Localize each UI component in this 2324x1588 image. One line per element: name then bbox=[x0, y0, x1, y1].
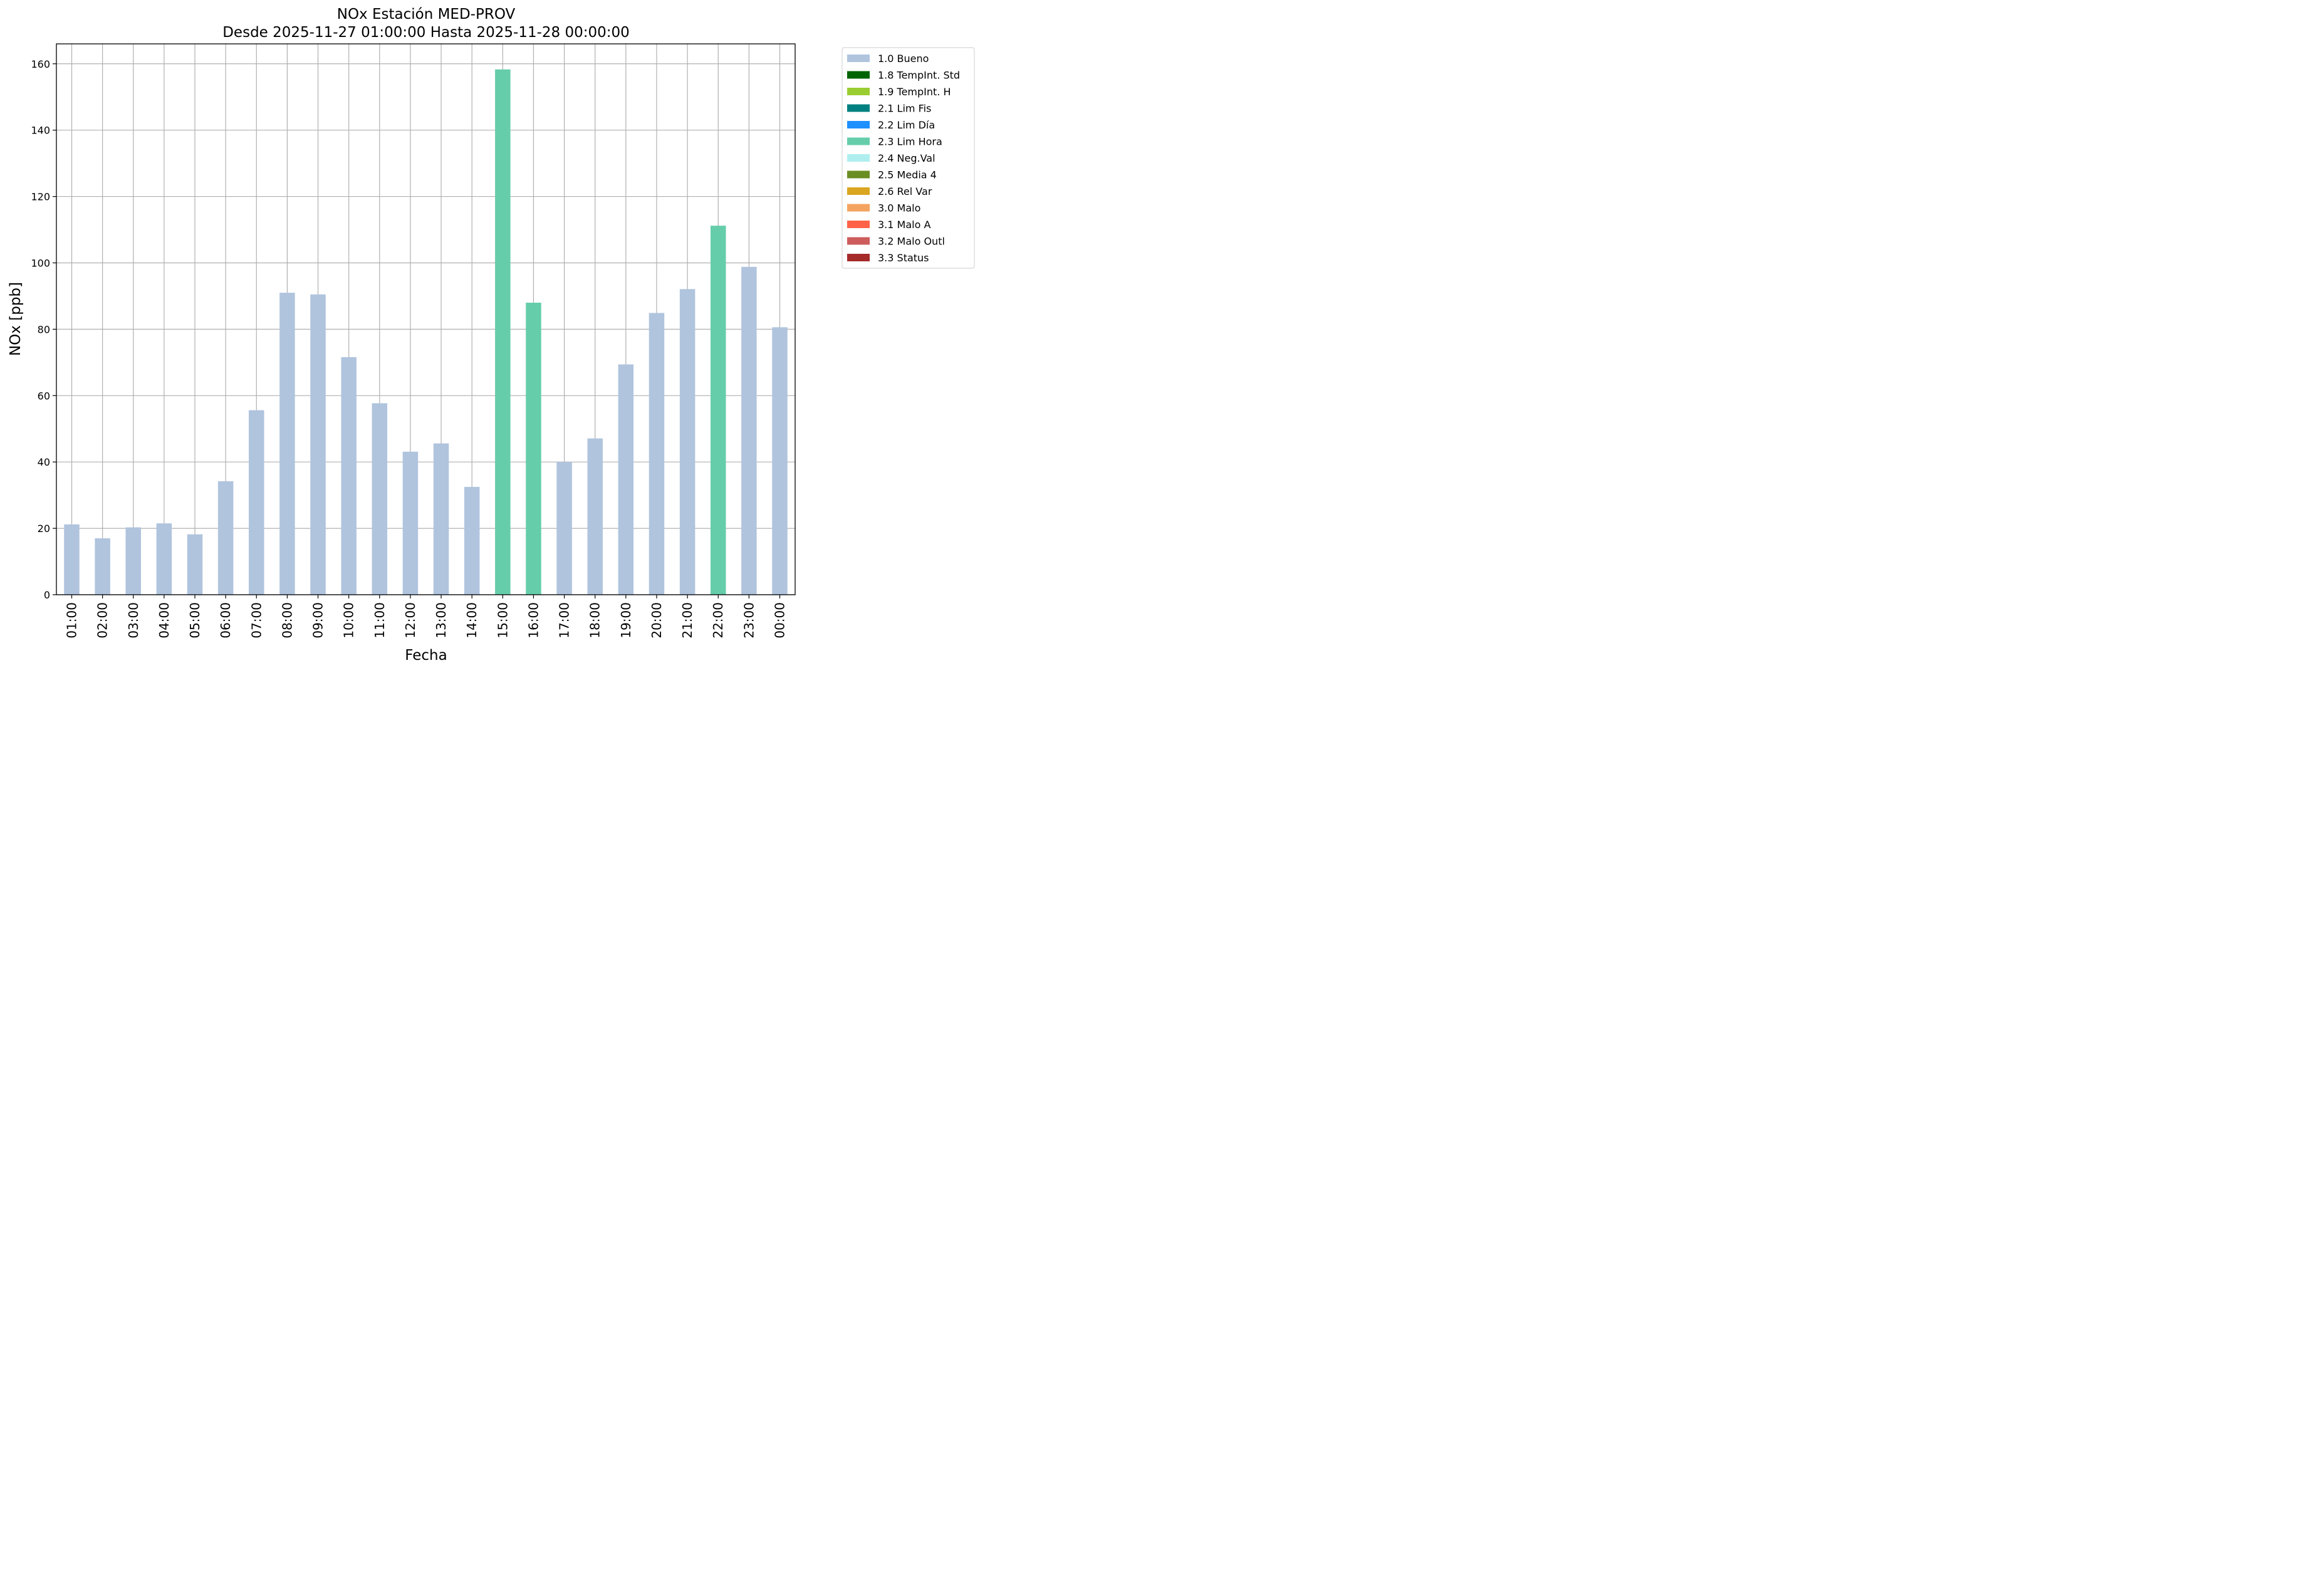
bar-0700 bbox=[249, 410, 264, 595]
y-tick-label: 20 bbox=[38, 523, 50, 535]
legend-label: 3.1 Malo A bbox=[878, 219, 930, 231]
bar-0800 bbox=[279, 293, 295, 595]
bar-2200 bbox=[710, 226, 726, 595]
legend-swatch bbox=[847, 71, 870, 79]
x-tick-label: 10:00 bbox=[341, 602, 357, 639]
bar-1800 bbox=[587, 438, 603, 595]
legend-swatch bbox=[847, 137, 870, 145]
bar-0000 bbox=[772, 327, 788, 595]
x-tick-label: 00:00 bbox=[773, 602, 788, 639]
bar-1700 bbox=[556, 462, 572, 595]
x-tick-label: 12:00 bbox=[403, 602, 418, 639]
y-axis-label: NOx [ppb] bbox=[8, 282, 24, 356]
x-tick-label: 09:00 bbox=[311, 602, 326, 639]
x-tick-label: 18:00 bbox=[588, 602, 603, 639]
x-tick-label: 02:00 bbox=[95, 602, 110, 639]
x-tick-label: 04:00 bbox=[157, 602, 172, 639]
legend-label: 3.0 Malo bbox=[878, 202, 920, 214]
bar-2100 bbox=[679, 289, 696, 595]
bar-0300 bbox=[125, 527, 142, 595]
x-tick-label: 21:00 bbox=[680, 602, 695, 639]
chart-subtitle: Desde 2025-11-27 01:00:00 Hasta 2025-11-… bbox=[222, 24, 630, 41]
legend-label: 1.0 Bueno bbox=[878, 53, 929, 65]
legend-swatch bbox=[847, 121, 870, 128]
legend-label: 3.2 Malo Outl bbox=[878, 236, 945, 248]
chart-title: NOx Estación MED-PROV bbox=[337, 6, 516, 23]
y-tick-label: 160 bbox=[31, 58, 50, 70]
plot-frame bbox=[56, 43, 796, 595]
x-tick-label: 14:00 bbox=[464, 602, 479, 639]
legend-label: 2.2 Lim Día bbox=[878, 119, 935, 131]
legend-swatch bbox=[847, 254, 870, 261]
bar-1500 bbox=[495, 69, 511, 595]
bar-0900 bbox=[310, 294, 326, 595]
legend: 1.0 Bueno 1.8 TempInt. Std 1.9 TempInt. H 2… bbox=[842, 47, 975, 269]
x-tick-label: 11:00 bbox=[372, 602, 387, 639]
legend-swatch bbox=[847, 55, 870, 62]
x-tick-label: 19:00 bbox=[618, 602, 633, 639]
x-tick-label: 22:00 bbox=[711, 602, 726, 639]
x-tick-label: 03:00 bbox=[126, 602, 141, 639]
legend-swatch bbox=[847, 154, 870, 162]
y-axis-ticks: 0 20 40 60 80 100 120 140 160 bbox=[31, 58, 56, 601]
x-tick-label: 08:00 bbox=[279, 602, 294, 639]
legend-label: 2.4 Neg.Val bbox=[878, 152, 935, 164]
x-tick-label: 20:00 bbox=[649, 602, 664, 639]
legend-label: 2.5 Media 4 bbox=[878, 169, 937, 181]
y-tick-label: 0 bbox=[44, 589, 50, 601]
legend-swatch bbox=[847, 88, 870, 95]
y-tick-label: 60 bbox=[38, 390, 50, 402]
x-tick-label: 13:00 bbox=[434, 602, 449, 639]
bar-1000 bbox=[341, 357, 357, 595]
y-tick-label: 80 bbox=[38, 323, 50, 335]
x-tick-label: 15:00 bbox=[495, 602, 510, 639]
legend-label: 2.3 Lim Hora bbox=[878, 136, 942, 148]
legend-swatch bbox=[847, 237, 870, 245]
bar-1200 bbox=[402, 451, 419, 595]
bar-1600 bbox=[526, 303, 541, 595]
x-tick-label: 23:00 bbox=[741, 602, 756, 639]
legend-swatch bbox=[847, 221, 870, 228]
legend-swatch bbox=[847, 170, 870, 179]
bar-1900 bbox=[618, 364, 634, 595]
legend-label: 3.3 Status bbox=[878, 252, 929, 264]
y-tick-label: 140 bbox=[31, 125, 50, 137]
x-tick-label: 07:00 bbox=[249, 602, 264, 639]
bar-2000 bbox=[649, 313, 665, 595]
x-tick-label: 01:00 bbox=[65, 602, 80, 639]
bars bbox=[64, 69, 788, 595]
bar-0500 bbox=[187, 534, 203, 595]
bar-0200 bbox=[95, 538, 110, 595]
legend-swatch bbox=[847, 104, 870, 112]
legend-swatch bbox=[847, 187, 870, 195]
x-axis-ticks: 01:00 02:00 03:00 04:00 05:00 06:00 07:00 08:00… bbox=[65, 595, 788, 639]
legend-swatch bbox=[847, 204, 870, 212]
legend-label: 1.8 TempInt. Std bbox=[878, 70, 960, 81]
bar-1400 bbox=[464, 486, 480, 595]
x-tick-label: 16:00 bbox=[526, 602, 541, 639]
bar-1100 bbox=[372, 403, 388, 595]
legend-label: 2.6 Rel Var bbox=[878, 185, 932, 197]
bar-0600 bbox=[217, 481, 234, 595]
bar-1300 bbox=[433, 443, 449, 595]
x-tick-label: 05:00 bbox=[187, 602, 202, 639]
x-axis-label: Fecha bbox=[405, 647, 447, 664]
bar-0400 bbox=[156, 523, 172, 595]
x-tick-label: 17:00 bbox=[557, 602, 572, 639]
y-tick-label: 100 bbox=[31, 257, 50, 269]
legend-frame bbox=[842, 47, 975, 269]
bar-0100 bbox=[64, 524, 80, 595]
legend-label: 2.1 Lim Fis bbox=[878, 103, 931, 115]
y-tick-label: 40 bbox=[38, 456, 50, 468]
legend-label: 1.9 TempInt. H bbox=[878, 86, 951, 98]
bar-2300 bbox=[741, 266, 757, 595]
x-tick-label: 06:00 bbox=[218, 602, 233, 639]
nox-bar-chart: NOx Estación MED-PROV Desde 2025-11-27 0… bbox=[8, 6, 975, 664]
y-tick-label: 120 bbox=[31, 191, 50, 203]
